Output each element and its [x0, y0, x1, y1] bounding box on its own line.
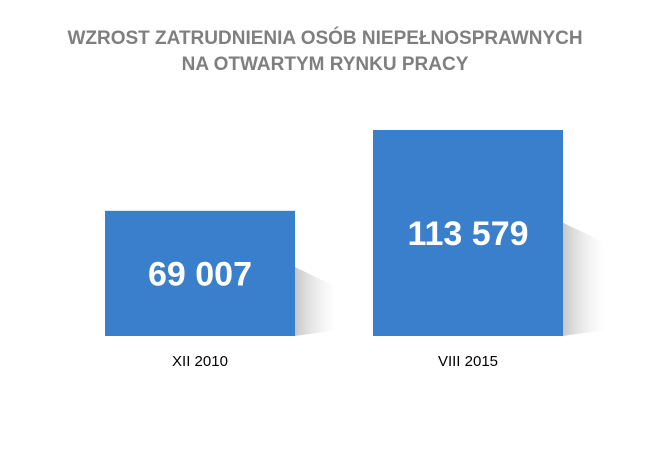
bar-value-label-1: 69 007: [148, 255, 252, 293]
bar-shadow: [563, 222, 605, 336]
bar-shadow: [295, 267, 337, 336]
category-label-2: VIII 2015: [438, 353, 498, 370]
chart-title-line-2: NA OTWARTYM RYNKU PRACY: [181, 54, 469, 75]
bar-2: [373, 130, 563, 336]
chart-title-line-1: WZROST ZATRUDNIENIA OSÓB NIEPEŁNOSPRAWNY…: [67, 28, 583, 49]
bar-value-label-2: 113 579: [407, 215, 528, 253]
bar-1: [105, 210, 295, 336]
chart-title: WZROST ZATRUDNIENIA OSÓB NIEPEŁNOSPRAWNY…: [0, 26, 650, 78]
category-label-1: XII 2010: [172, 353, 228, 370]
